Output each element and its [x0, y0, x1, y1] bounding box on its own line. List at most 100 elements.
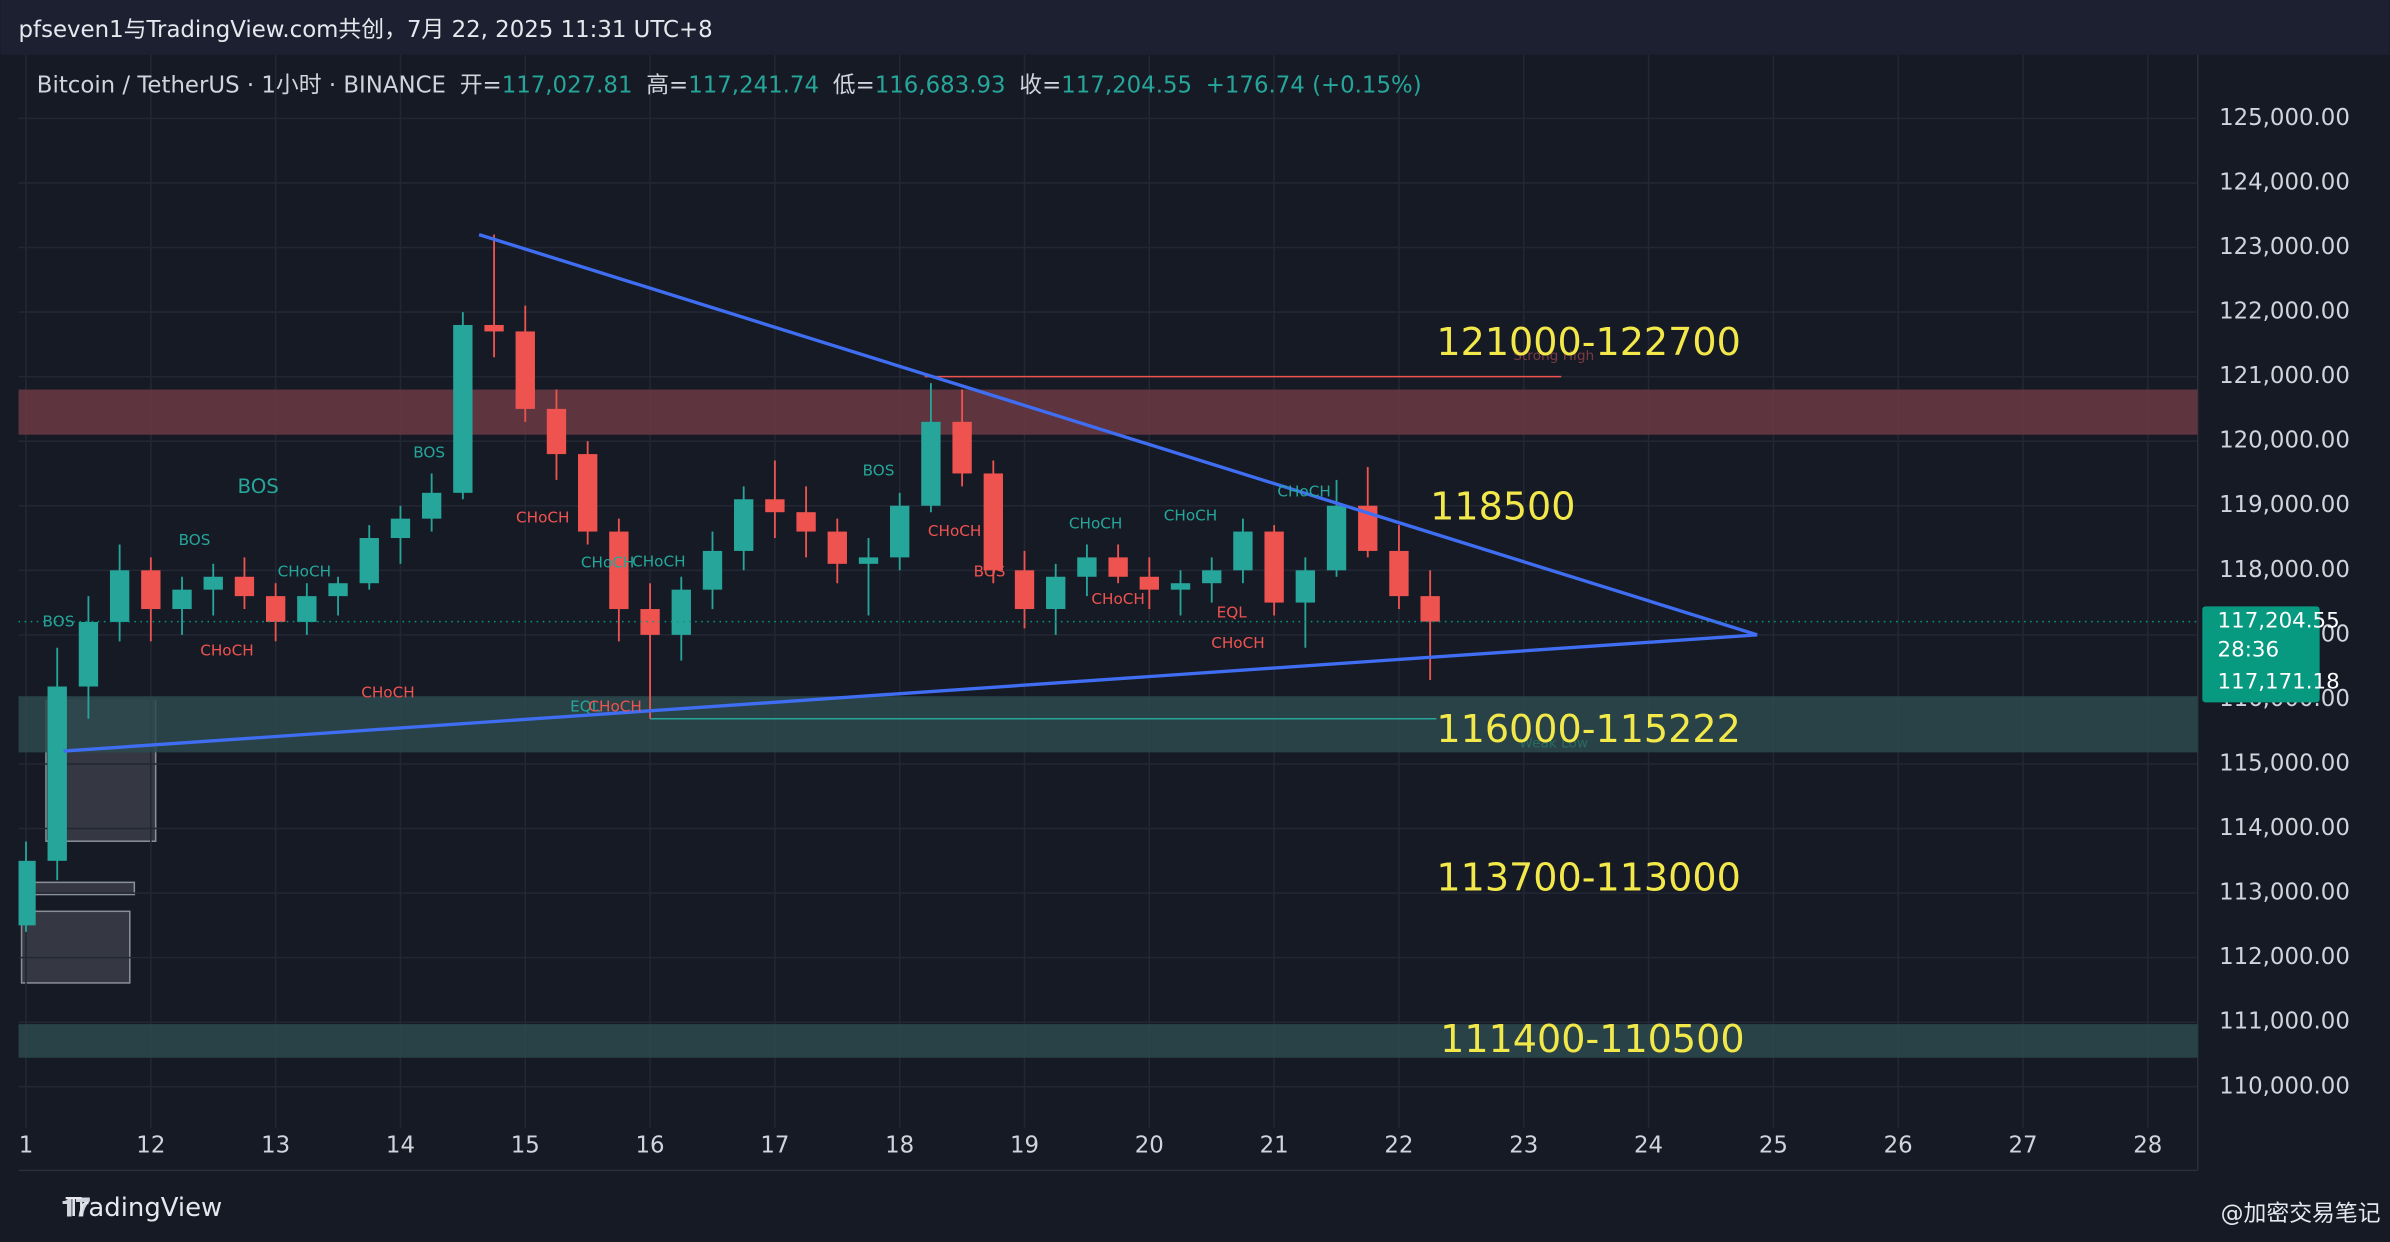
- y-tick-label: 112,000.00: [2219, 944, 2350, 970]
- candle-body: [1077, 557, 1097, 577]
- x-tick-label: 26: [1884, 1132, 1913, 1158]
- x-tick-label: 21: [1260, 1132, 1289, 1158]
- candle-body: [796, 512, 816, 532]
- candle-body: [328, 583, 348, 597]
- y-tick-label: 115,000.00: [2219, 750, 2350, 776]
- x-tick-label: 17: [760, 1132, 789, 1158]
- watermark: @加密交易笔记: [2221, 1201, 2381, 1227]
- candle-body: [952, 421, 972, 474]
- annotation: 113700-113000: [1436, 856, 1740, 900]
- candle-body: [1295, 570, 1316, 603]
- candle-body: [734, 499, 754, 551]
- zone: [18, 696, 2198, 753]
- annotation: 121000-122700: [1436, 320, 1740, 364]
- top-bar: [0, 0, 2390, 55]
- brand-logo: 𝟏𝟕: [61, 1193, 90, 1223]
- x-tick-label: 14: [386, 1132, 415, 1158]
- y-tick-label: 111,000.00: [2219, 1009, 2350, 1035]
- candle-body: [1420, 596, 1440, 622]
- candle-body: [1108, 557, 1128, 577]
- candle-body: [1389, 550, 1409, 597]
- candle-body: [172, 589, 192, 610]
- legend-change: +176.74 (+0.15%): [1206, 72, 1422, 98]
- header: pfseven1与TradingView.com共创，7月 22, 2025 1…: [19, 17, 713, 43]
- y-tick-label: 124,000.00: [2219, 169, 2350, 195]
- candle-body: [297, 596, 317, 622]
- y-tick-label: 120,000.00: [2219, 428, 2350, 454]
- candle-body: [1202, 570, 1222, 584]
- candle-body: [1170, 583, 1191, 590]
- plot: BOSBOSBOSCHoCHCHoCHCHoCHBOSCHoCHCHoCHCHo…: [18, 54, 2198, 1128]
- x-tick-label: 16: [636, 1132, 665, 1158]
- smc-label: BOS: [43, 612, 75, 630]
- smc-label: CHoCH: [361, 683, 414, 701]
- y-tick-label: 122,000.00: [2219, 299, 2350, 325]
- candle-body: [1264, 531, 1284, 603]
- x-tick-label: 18: [885, 1132, 914, 1158]
- smc-label: CHoCH: [1164, 507, 1217, 525]
- y-tick-label: 119,000.00: [2219, 492, 2350, 518]
- candle-body: [390, 518, 411, 539]
- candle-body: [515, 331, 535, 409]
- candle-body: [1014, 570, 1035, 610]
- candle-body: [1139, 576, 1159, 590]
- candle-body: [359, 538, 379, 584]
- smc-label: Strong High: [1513, 348, 1594, 364]
- annotation: 111400-110500: [1440, 1017, 1744, 1061]
- candle-body: [1233, 531, 1253, 571]
- legend-value: 116,683.93: [875, 72, 1006, 98]
- candle-body: [203, 576, 223, 590]
- candle-body: [1358, 505, 1378, 551]
- footer-brand: TradingView: [65, 1193, 222, 1223]
- candle-body: [484, 324, 504, 332]
- x-tick-label: 13: [261, 1132, 290, 1158]
- smc-label: CHoCH: [581, 554, 634, 572]
- legend-label: 低=: [833, 72, 875, 98]
- candle-body: [671, 589, 691, 635]
- annotation: 116000-115222: [1436, 707, 1740, 751]
- x-tick-label: 15: [511, 1132, 540, 1158]
- x-tick-label: 24: [1634, 1132, 1663, 1158]
- candle-body: [78, 621, 99, 687]
- price-tag-second: 117,171.18: [2218, 670, 2340, 695]
- candle-body: [983, 473, 1003, 571]
- smc-label: CHoCH: [1277, 483, 1330, 501]
- candle-body: [421, 492, 442, 519]
- y-tick-label: 110,000.00: [2219, 1073, 2350, 1099]
- smc-label: CHoCH: [632, 552, 685, 570]
- price-tag-countdown: 28:36: [2218, 638, 2279, 663]
- price-tag-label: 117,204.55: [2218, 609, 2340, 634]
- candle-body: [265, 596, 286, 622]
- order-block: [20, 910, 131, 984]
- candle-body: [577, 454, 598, 532]
- candle-body: [109, 570, 130, 622]
- candle-body: [1326, 505, 1347, 571]
- y-tick-label: 114,000.00: [2219, 815, 2350, 841]
- legend: Bitcoin / TetherUS · 1小时 · BINANCE 开=117,…: [37, 72, 1422, 98]
- smc-label: CHoCH: [1211, 634, 1264, 652]
- smc-label: BOS: [413, 443, 445, 461]
- candle-body: [827, 531, 847, 564]
- smc-label: CHoCH: [1069, 514, 1122, 532]
- candle-body: [453, 324, 473, 493]
- smc-label: BOS: [974, 563, 1006, 581]
- smc-label: CHoCH: [928, 522, 981, 540]
- legend-value: 117,241.74: [688, 72, 819, 98]
- y-tick-label: 113,000.00: [2219, 880, 2350, 906]
- smc-label: BOS: [237, 475, 278, 498]
- smc-label: CHoCH: [588, 698, 641, 716]
- smc-label: CHoCH: [516, 509, 569, 527]
- annotation: 118500: [1430, 484, 1575, 528]
- candle-body: [546, 408, 567, 455]
- smc-label: EQL: [570, 698, 601, 716]
- x-tick-label: 19: [1010, 1132, 1039, 1158]
- y-tick-label: 125,000.00: [2219, 105, 2350, 131]
- smc-label: BOS: [863, 461, 895, 479]
- price-tag: [2202, 606, 2320, 703]
- smc-label: CHoCH: [278, 563, 331, 581]
- smc-label: BOS: [179, 531, 211, 549]
- zone: [18, 389, 2198, 435]
- x-tick-label: 22: [1384, 1132, 1413, 1158]
- x-tick-label: 1: [19, 1132, 34, 1158]
